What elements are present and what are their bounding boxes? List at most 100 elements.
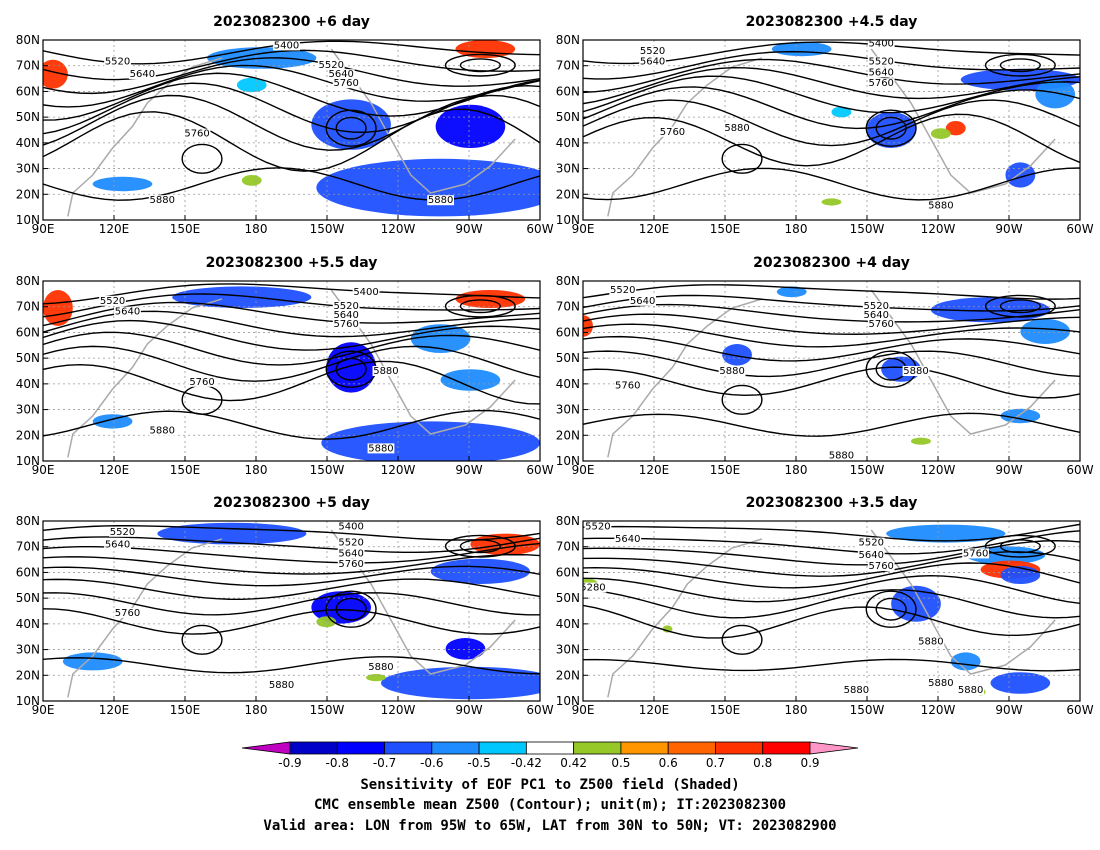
z500-contour [43, 656, 540, 675]
map-panels: 2023082300 +6 day54005520564055205640576… [16, 14, 1094, 717]
x-tick-label: 150W [850, 222, 885, 236]
panel-frame [42, 520, 541, 702]
y-tick-label: 50N [556, 351, 580, 365]
x-tick-label: 150W [310, 703, 345, 717]
z500-contour [583, 284, 1080, 300]
x-tick-label: 180 [245, 463, 268, 477]
x-tick-label: 90E [32, 703, 55, 717]
sensitivity-shading [92, 414, 133, 429]
y-tick-label: 10N [16, 454, 40, 468]
contour-label: 5520 [585, 521, 610, 532]
contour-label: 5880 [829, 451, 854, 462]
z500-contour [43, 82, 540, 135]
coastline [870, 529, 1056, 675]
sensitivity-shading [62, 652, 123, 671]
sensitivity-shading [380, 666, 540, 700]
z500-contour [583, 303, 1080, 323]
z500-closed-contour [865, 590, 917, 628]
colorbar-cell [289, 741, 338, 755]
sensitivity-shading [43, 290, 73, 326]
z500-closed-contour [721, 624, 763, 655]
contour-label: 5880 [428, 195, 453, 206]
contour-label: 5760 [333, 319, 358, 330]
y-tick-label: 10N [556, 213, 580, 227]
x-tick-label: 90W [995, 222, 1022, 236]
y-tick-label: 40N [16, 617, 40, 631]
colorbar-cell [809, 741, 859, 755]
y-tick-label: 50N [16, 110, 40, 124]
sensitivity-shading [440, 369, 501, 391]
x-tick-label: 90W [455, 222, 482, 236]
z500-closed-contour [444, 294, 516, 318]
colorbar-cell [667, 741, 716, 755]
z500-closed-contour [875, 116, 907, 140]
x-tick-label: 60W [1066, 222, 1093, 236]
z500-contour [43, 283, 540, 305]
contour-label: 5520 [859, 538, 884, 549]
sensitivity-shading [445, 638, 486, 660]
colorbar: -0.9 -0.8 -0.7 -0.6 -0.5 -0.42 0.42 0.5 0.6 0.7 0.… [241, 741, 859, 770]
colorbar-cell [336, 741, 385, 755]
contour-label: 5520 [338, 538, 363, 549]
y-tick-label: 20N [556, 187, 580, 201]
colorbar-cell [241, 741, 291, 755]
z500-contour [43, 536, 540, 554]
contour-label: 5400 [868, 39, 893, 50]
colorbar-label: 0.8 [753, 756, 772, 770]
x-tick-label: 180 [245, 222, 268, 236]
y-tick-label: 70N [16, 300, 40, 314]
x-tick-label: 60W [526, 222, 553, 236]
x-tick-label: 120E [99, 222, 130, 236]
z500-closed-contour [999, 58, 1041, 73]
captions: Sensitivity of EOF PC1 to Z500 field (Sh… [263, 777, 836, 834]
sensitivity-shading [1020, 318, 1071, 344]
contour-label: 5640 [864, 310, 889, 321]
y-tick-label: 10N [16, 213, 40, 227]
x-tick-label: 120W [381, 222, 416, 236]
sensitivity-shading [236, 77, 267, 93]
colorbar-label: -0.42 [511, 756, 542, 770]
z500-contour [43, 553, 540, 575]
z500-contour [583, 99, 1080, 147]
x-tick-label: 150E [710, 463, 741, 477]
caption-line-3: Valid area: LON from 95W to 65W, LAT fro… [263, 818, 836, 834]
y-tick-label: 10N [556, 694, 580, 708]
z500-contour [43, 319, 540, 351]
contour-label: 5880 [719, 366, 744, 377]
z500-contour [43, 409, 540, 440]
coastline [67, 57, 223, 217]
sensitivity-shading [911, 437, 931, 445]
z500-contour [43, 525, 540, 541]
x-tick-label: 180 [785, 222, 808, 236]
sensitivity-shading [891, 585, 941, 622]
x-tick-label: 90W [995, 463, 1022, 477]
sensitivity-shading [43, 59, 68, 89]
sensitivity-shading [326, 342, 376, 393]
contour-label: 5880 [903, 366, 928, 377]
panel-frame [582, 520, 1081, 702]
z500-contour [43, 64, 540, 108]
contour-label: 5640 [868, 67, 893, 78]
contour-label: 5640 [105, 539, 130, 550]
y-tick-label: 30N [556, 403, 580, 417]
z500-closed-contour [459, 58, 501, 73]
colorbar-label: 0.7 [706, 756, 725, 770]
y-tick-label: 80N [556, 33, 580, 47]
colorbar-label: -0.7 [373, 756, 396, 770]
sensitivity-shading [722, 344, 752, 366]
sensitivity-shading [172, 286, 312, 308]
colorbar-cell [762, 741, 811, 755]
y-tick-label: 40N [16, 136, 40, 150]
y-tick-label: 60N [16, 84, 40, 98]
colorbar-label: 0.42 [560, 756, 587, 770]
x-tick-label: 120E [639, 463, 670, 477]
z500-contour [583, 294, 1080, 312]
colorbar-label: 0.6 [659, 756, 678, 770]
sensitivity-shading [321, 421, 540, 461]
y-tick-label: 20N [16, 668, 40, 682]
z500-contour [583, 412, 1080, 437]
z500-contour [583, 350, 1080, 378]
